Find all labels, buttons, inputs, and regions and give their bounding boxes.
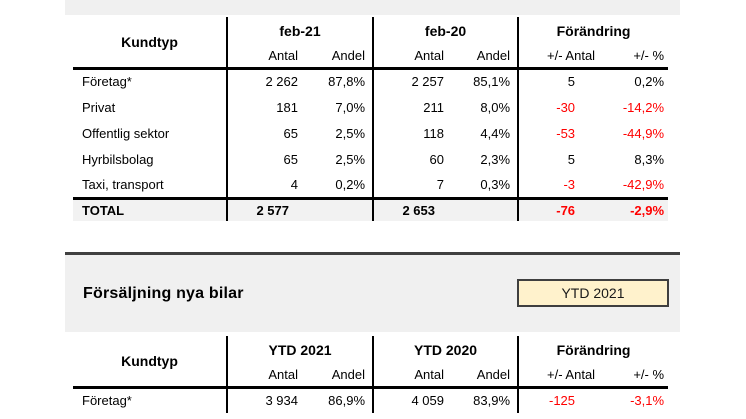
value-cell: -44,9% (622, 125, 665, 141)
value-cell: 2 257 (411, 74, 445, 90)
value-cell: 4 059 (411, 393, 445, 409)
value-cell: 181 (276, 99, 298, 115)
group-header-feb-20: feb-20 (373, 17, 520, 44)
table-row: Taxi, transport 4 0,2% 7 0,3% -3 -42,9% (73, 172, 668, 198)
value-cell: 2,3% (449, 146, 520, 172)
column-header-kundtyp: Kundtyp (73, 336, 228, 389)
value-cell: 5 (567, 74, 576, 90)
group-header-forandring: Förändring (556, 22, 631, 39)
row-label: Taxi, transport (73, 172, 228, 198)
value-cell: 7 (436, 176, 445, 192)
section-title: Försäljning nya bilar (83, 284, 244, 302)
table-row: Företag* 2 262 87,8% 2 257 85,1% 5 0,2% (73, 68, 668, 94)
value-cell: -53 (556, 125, 576, 141)
table-row: Offentlig sektor 65 2,5% 118 4,4% -53 -44,9% (73, 120, 668, 146)
row-label: Företag* (73, 68, 228, 94)
value-cell: 2,5% (303, 146, 375, 172)
subheader-plus-minus-antal: +/- Antal (518, 363, 604, 389)
subheader-andel: Andel (303, 363, 375, 389)
subheader-andel: Andel (449, 363, 520, 389)
ytd-2021-button[interactable]: YTD 2021 (517, 279, 669, 307)
value-cell: 87,8% (303, 68, 375, 94)
value-cell: 65 (283, 125, 298, 141)
value-cell: 5 (567, 151, 576, 167)
value-cell: 2 577 (227, 196, 303, 221)
row-label: Hyrbilsbolag (73, 146, 228, 172)
group-header-ytd-2021: YTD 2021 (227, 336, 375, 363)
subheader-antal: Antal (227, 363, 303, 389)
previous-section-band (65, 0, 680, 15)
value-cell: -3 (563, 176, 576, 192)
table-row: Privat 181 7,0% 211 8,0% -30 -14,2% (73, 94, 668, 120)
group-header-feb-21: feb-21 (227, 17, 375, 44)
value-cell: 2 653 (373, 196, 450, 221)
value-cell: 0,2% (303, 172, 375, 198)
subheader-plus-minus-antal: +/- Antal (518, 44, 604, 70)
row-label: Offentlig sektor (73, 120, 228, 146)
value-cell: 8,0% (449, 94, 520, 120)
row-label: TOTAL (73, 196, 228, 221)
subheader-antal: Antal (373, 363, 450, 389)
value-cell: 83,9% (449, 387, 520, 413)
subheader-andel: Andel (303, 44, 375, 70)
subheader-antal: Antal (227, 44, 303, 70)
table-row: Hyrbilsbolag 65 2,5% 60 2,3% 5 8,3% (73, 146, 668, 172)
value-cell: 4 (290, 176, 298, 192)
group-header-ytd-2020: YTD 2020 (373, 336, 520, 363)
section-header: Försäljning nya bilar YTD 2021 (65, 252, 680, 332)
value-cell (303, 196, 375, 221)
table-row: Företag* 3 934 86,9% 4 059 83,9% -125 -3,1% (73, 387, 668, 413)
subheader-plus-minus-percent: +/- % (603, 44, 669, 70)
value-cell: 60 (429, 151, 445, 167)
value-cell: 118 (423, 125, 445, 141)
value-cell (449, 196, 520, 221)
value-cell: 4,4% (449, 120, 520, 146)
subheader-plus-minus-percent: +/- % (603, 363, 669, 389)
value-cell: 211 (423, 99, 445, 115)
subheader-antal: Antal (373, 44, 450, 70)
ytd-sales-table: Kundtyp YTD 2021 YTD 2020 Förändring Ant… (73, 336, 669, 413)
value-cell: 3 934 (265, 393, 298, 409)
value-cell: 65 (283, 151, 298, 167)
monthly-sales-table: Kundtyp feb-21 feb-20 Förändring Antal A… (73, 17, 669, 221)
value-cell: 85,1% (449, 68, 520, 94)
value-cell: -3,1% (630, 393, 665, 409)
value-cell: -76 (518, 196, 604, 221)
group-header-forandring: Förändring (556, 341, 631, 358)
value-cell: 0,2% (634, 74, 665, 90)
value-cell: 8,3% (634, 151, 665, 167)
column-header-kundtyp: Kundtyp (73, 17, 228, 70)
value-cell: 2 262 (265, 74, 298, 90)
subheader-andel: Andel (449, 44, 520, 70)
total-row: TOTAL 2 577 2 653 -76 -2,9% (73, 196, 669, 221)
row-label: Företag* (73, 387, 228, 413)
value-cell: 7,0% (303, 94, 375, 120)
value-cell: 86,9% (303, 387, 375, 413)
value-cell: -125 (549, 393, 576, 409)
value-cell: 0,3% (449, 172, 520, 198)
value-cell: -2,9% (603, 196, 669, 221)
value-cell: -30 (556, 99, 576, 115)
value-cell: -14,2% (622, 99, 665, 115)
row-label: Privat (73, 94, 228, 120)
value-cell: -42,9% (622, 176, 665, 192)
value-cell: 2,5% (303, 120, 375, 146)
